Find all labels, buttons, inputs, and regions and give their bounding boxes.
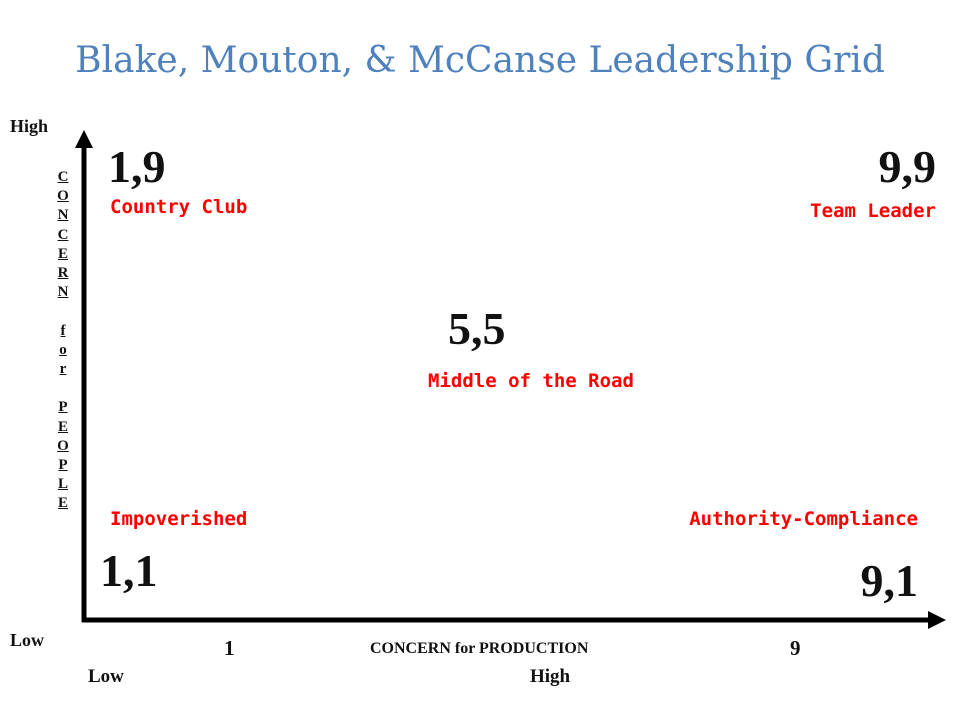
y-axis-title: C O N C E R N f o r P E O P L E — [57, 169, 69, 512]
impoverished-label: Impoverished — [110, 508, 248, 530]
team-leader-coord: 9,9 — [878, 141, 937, 192]
impoverished-coord: 1,1 — [100, 545, 158, 596]
x-axis-arrowhead — [928, 611, 946, 629]
country-club-coord: 1,9 — [108, 141, 166, 192]
x-axis-tick-min: 1 — [224, 636, 235, 660]
y-axis-arrowhead — [75, 130, 93, 148]
authority-compliance-coord: 9,1 — [860, 555, 919, 606]
middle-road-label: Middle of the Road — [428, 370, 634, 392]
authority-compliance-label: Authority-Compliance — [689, 508, 918, 530]
x-axis-low-label: Low — [88, 666, 124, 687]
team-leader-label: Team Leader — [810, 200, 936, 222]
diagram-title: Blake, Mouton, & McCanse Leadership Grid — [75, 40, 885, 81]
x-axis-title: CONCERN for PRODUCTION — [370, 640, 589, 657]
y-axis-high-label: High — [10, 116, 49, 136]
y-axis-low-label: Low — [10, 630, 45, 650]
x-axis-high-label: High — [530, 666, 571, 687]
x-axis-tick-max: 9 — [790, 636, 801, 660]
country-club-label: Country Club — [110, 196, 248, 218]
middle-road-coord: 5,5 — [448, 303, 506, 354]
